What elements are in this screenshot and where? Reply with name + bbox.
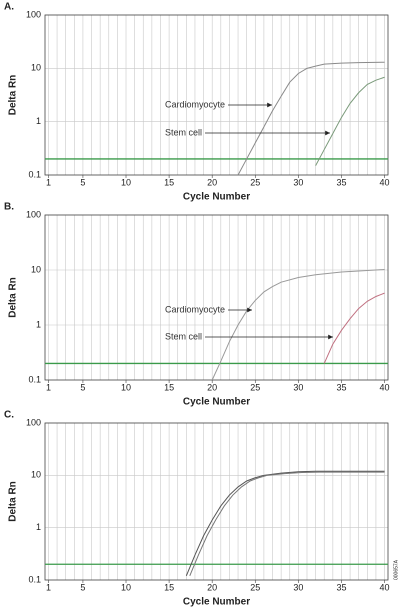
annotation: Cardiomyocyte — [165, 99, 225, 109]
x-tick-label: 40 — [380, 382, 390, 392]
x-axis-label: Cycle Number — [183, 192, 250, 203]
amplification-curve — [237, 61, 385, 176]
x-tick-label: 20 — [207, 582, 217, 592]
y-tick-label: 100 — [26, 417, 41, 427]
x-axis-label: Cycle Number — [183, 397, 250, 408]
x-tick-label: 35 — [336, 582, 346, 592]
x-tick-label: 20 — [207, 382, 217, 392]
y-tick-label: 0.1 — [28, 374, 41, 384]
annotation: Stem cell — [165, 127, 202, 137]
y-tick-label: 1 — [36, 116, 41, 126]
x-tick-label: 15 — [164, 382, 174, 392]
x-axis-label: Cycle Number — [183, 597, 250, 608]
amplification-curve — [211, 269, 385, 381]
figure-id: 000657A — [393, 559, 399, 580]
x-tick-label: 40 — [380, 582, 390, 592]
x-tick-label: 5 — [80, 582, 85, 592]
y-tick-label: 10 — [31, 264, 41, 274]
annotation: Stem cell — [165, 331, 202, 341]
x-tick-label: 15 — [164, 582, 174, 592]
x-tick-label: 25 — [250, 582, 260, 592]
amplification-curve — [323, 292, 385, 364]
x-tick-label: 40 — [380, 177, 390, 187]
x-tick-label: 1 — [46, 582, 51, 592]
x-tick-label: 30 — [293, 177, 303, 187]
x-tick-label: 25 — [250, 382, 260, 392]
plot-frame — [44, 14, 389, 176]
x-tick-label: 10 — [121, 177, 131, 187]
y-tick-label: 1 — [36, 522, 41, 532]
plot-frame — [44, 214, 389, 381]
y-axis-label: Delta Rn — [8, 277, 19, 318]
y-tick-label: 100 — [26, 9, 41, 19]
y-tick-label: 1 — [36, 319, 41, 329]
x-tick-label: 20 — [207, 177, 217, 187]
y-axis-label: Delta Rn — [8, 75, 19, 116]
x-tick-label: 5 — [80, 177, 85, 187]
y-tick-label: 10 — [31, 470, 41, 480]
annotation: Cardiomyocyte — [165, 304, 225, 314]
y-tick-label: 0.1 — [28, 574, 41, 584]
x-tick-label: 5 — [80, 382, 85, 392]
x-tick-label: 1 — [46, 382, 51, 392]
x-tick-label: 35 — [336, 382, 346, 392]
y-tick-label: 100 — [26, 209, 41, 219]
x-tick-label: 10 — [121, 582, 131, 592]
panel-label: C. — [4, 410, 14, 421]
x-tick-label: 30 — [293, 382, 303, 392]
x-tick-label: 30 — [293, 582, 303, 592]
y-axis-label: Delta Rn — [8, 481, 19, 522]
amplification-curve — [189, 471, 385, 577]
y-tick-label: 0.1 — [28, 169, 41, 179]
x-tick-label: 25 — [250, 177, 260, 187]
amplification-curve — [185, 470, 385, 577]
plot-frame — [44, 422, 389, 581]
x-tick-label: 15 — [164, 177, 174, 187]
x-tick-label: 1 — [46, 177, 51, 187]
panel-label: A. — [4, 2, 14, 13]
y-tick-label: 10 — [31, 63, 41, 73]
amplification-curve — [315, 76, 385, 166]
x-tick-label: 35 — [336, 177, 346, 187]
panel-label: B. — [4, 202, 14, 213]
x-tick-label: 10 — [121, 382, 131, 392]
